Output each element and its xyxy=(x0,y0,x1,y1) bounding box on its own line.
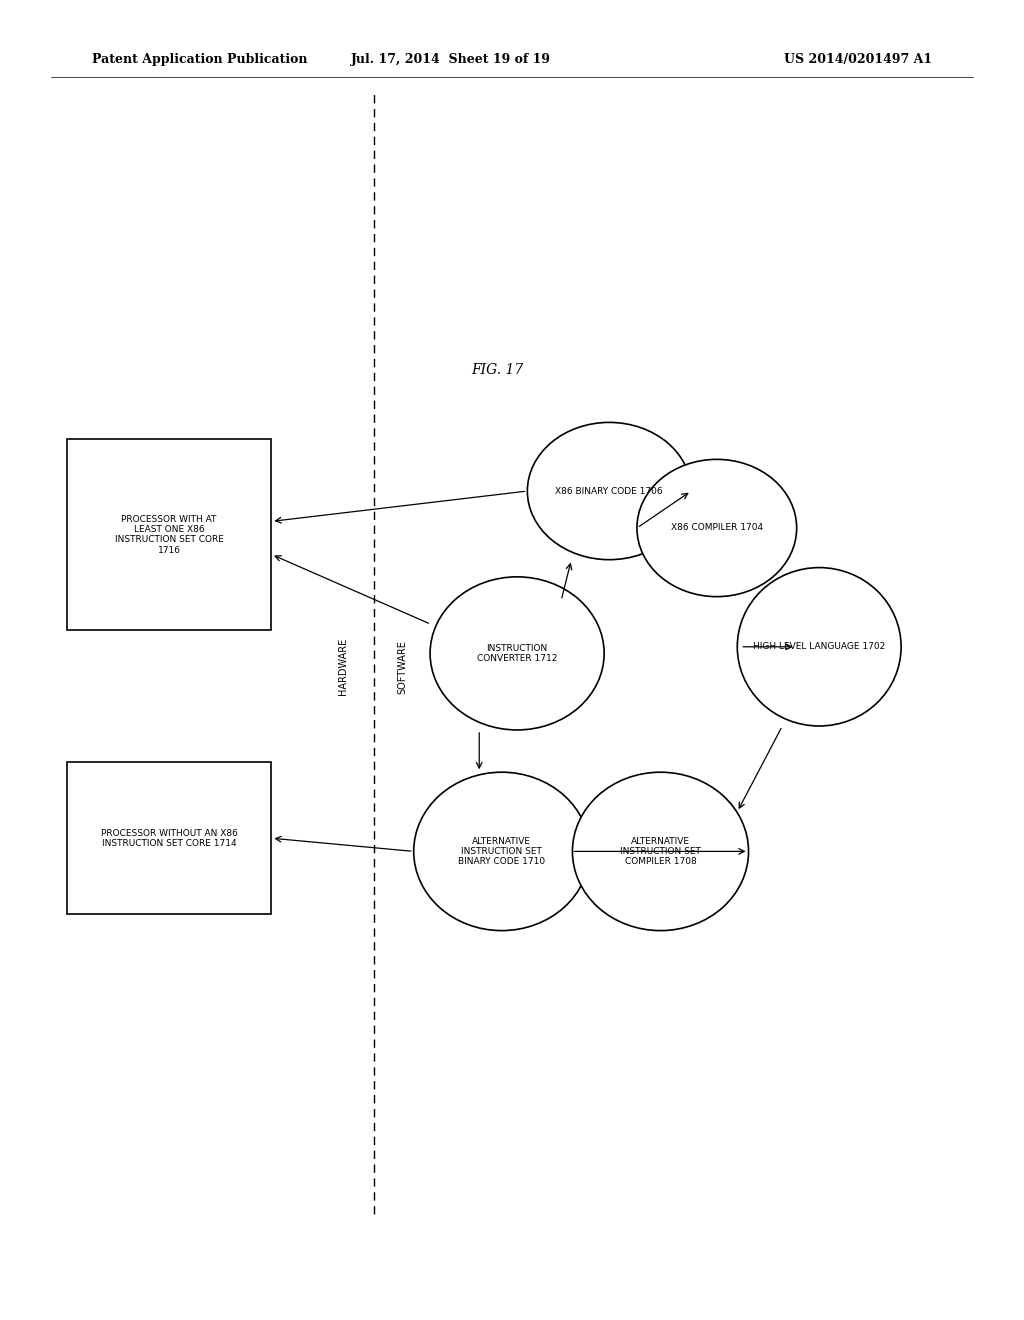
Text: SOFTWARE: SOFTWARE xyxy=(397,640,408,693)
Ellipse shape xyxy=(430,577,604,730)
Ellipse shape xyxy=(737,568,901,726)
Text: Patent Application Publication: Patent Application Publication xyxy=(92,53,307,66)
Text: INSTRUCTION
CONVERTER 1712: INSTRUCTION CONVERTER 1712 xyxy=(477,644,557,663)
Text: PROCESSOR WITHOUT AN X86
INSTRUCTION SET CORE 1714: PROCESSOR WITHOUT AN X86 INSTRUCTION SET… xyxy=(100,829,238,847)
Text: X86 COMPILER 1704: X86 COMPILER 1704 xyxy=(671,524,763,532)
Text: US 2014/0201497 A1: US 2014/0201497 A1 xyxy=(783,53,932,66)
Text: PROCESSOR WITH AT
LEAST ONE X86
INSTRUCTION SET CORE
1716: PROCESSOR WITH AT LEAST ONE X86 INSTRUCT… xyxy=(115,515,223,554)
FancyBboxPatch shape xyxy=(67,438,271,631)
Ellipse shape xyxy=(637,459,797,597)
Ellipse shape xyxy=(572,772,749,931)
Text: Jul. 17, 2014  Sheet 19 of 19: Jul. 17, 2014 Sheet 19 of 19 xyxy=(350,53,551,66)
Text: X86 BINARY CODE 1706: X86 BINARY CODE 1706 xyxy=(555,487,664,495)
Text: ALTERNATIVE
INSTRUCTION SET
COMPILER 1708: ALTERNATIVE INSTRUCTION SET COMPILER 170… xyxy=(621,837,700,866)
Text: HIGH LEVEL LANGUAGE 1702: HIGH LEVEL LANGUAGE 1702 xyxy=(753,643,886,651)
Text: HARDWARE: HARDWARE xyxy=(338,638,348,696)
Text: ALTERNATIVE
INSTRUCTION SET
BINARY CODE 1710: ALTERNATIVE INSTRUCTION SET BINARY CODE … xyxy=(458,837,546,866)
Ellipse shape xyxy=(414,772,590,931)
Text: FIG. 17: FIG. 17 xyxy=(471,363,523,376)
Ellipse shape xyxy=(527,422,691,560)
FancyBboxPatch shape xyxy=(67,763,271,913)
